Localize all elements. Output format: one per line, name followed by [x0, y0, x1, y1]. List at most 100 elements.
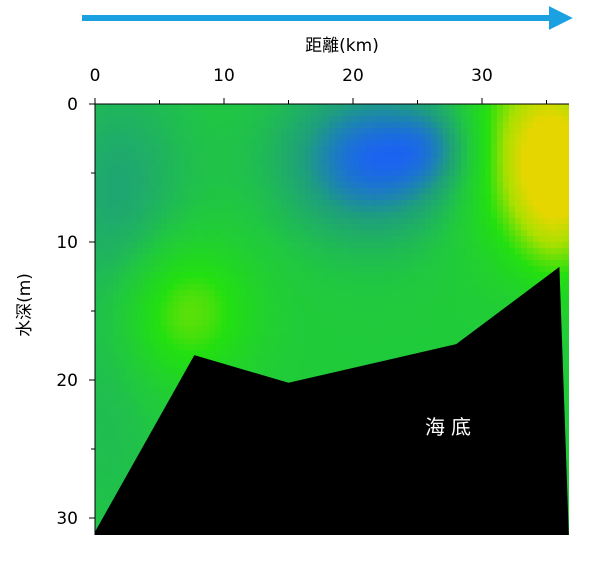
- heatmap-cell: [461, 230, 468, 237]
- heatmap-cell: [359, 332, 366, 339]
- heatmap-cell: [119, 230, 126, 237]
- heatmap-cell: [275, 254, 282, 261]
- heatmap-cell: [101, 326, 108, 333]
- heatmap-cell: [377, 338, 384, 345]
- heatmap-cell: [257, 344, 264, 351]
- heatmap-cell: [329, 182, 336, 189]
- heatmap-cell: [209, 104, 216, 111]
- heatmap-cell: [413, 206, 420, 213]
- heatmap-cell: [329, 290, 336, 297]
- heatmap-cell: [293, 170, 300, 177]
- heatmap-cell: [125, 410, 132, 417]
- heatmap-cell: [143, 392, 150, 399]
- heatmap-cell: [149, 326, 156, 333]
- heatmap-cell: [347, 302, 354, 309]
- heatmap-cell: [299, 374, 306, 381]
- heatmap-cell: [155, 110, 162, 117]
- heatmap-cell: [95, 206, 102, 213]
- heatmap-cell: [143, 416, 150, 423]
- heatmap-cell: [113, 242, 120, 249]
- heatmap-cell: [107, 200, 114, 207]
- heatmap-cell: [539, 146, 546, 153]
- heatmap-cell: [167, 308, 174, 315]
- heatmap-cell: [323, 224, 330, 231]
- heatmap-cell: [401, 158, 408, 165]
- heatmap-cell: [449, 206, 456, 213]
- heatmap-cell: [107, 290, 114, 297]
- heatmap-cell: [155, 212, 162, 219]
- heatmap-cell: [491, 212, 498, 219]
- heatmap-cell: [293, 320, 300, 327]
- heatmap-cell: [173, 278, 180, 285]
- heatmap-cell: [125, 212, 132, 219]
- heatmap-cell: [191, 272, 198, 279]
- heatmap-cell: [293, 266, 300, 273]
- heatmap-cell: [437, 248, 444, 255]
- heatmap-cell: [335, 356, 342, 363]
- heatmap-cell: [491, 134, 498, 141]
- heatmap-cell: [485, 122, 492, 129]
- heatmap-cell: [533, 146, 540, 153]
- heatmap-cell: [95, 128, 102, 135]
- heatmap-cell: [347, 338, 354, 345]
- heatmap-cell: [329, 338, 336, 345]
- heatmap-cell: [113, 218, 120, 225]
- heatmap-cell: [377, 170, 384, 177]
- heatmap-cell: [473, 176, 480, 183]
- heatmap-cell: [341, 260, 348, 267]
- heatmap-cell: [221, 134, 228, 141]
- heatmap-cell: [353, 278, 360, 285]
- heatmap-cell: [323, 158, 330, 165]
- heatmap-cell: [179, 350, 186, 357]
- heatmap-cell: [239, 236, 246, 243]
- heatmap-cell: [185, 164, 192, 171]
- heatmap-cell: [395, 284, 402, 291]
- heatmap-cell: [137, 320, 144, 327]
- heatmap-cell: [191, 212, 198, 219]
- heatmap-cell: [557, 212, 564, 219]
- heatmap-cell: [293, 362, 300, 369]
- heatmap-cell: [395, 128, 402, 135]
- heatmap-cell: [155, 302, 162, 309]
- heatmap-cell: [335, 152, 342, 159]
- heatmap-cell: [359, 128, 366, 135]
- heatmap-cell: [527, 188, 534, 195]
- heatmap-cell: [425, 326, 432, 333]
- heatmap-cell: [443, 278, 450, 285]
- heatmap-cell: [407, 104, 414, 111]
- heatmap-cell: [167, 200, 174, 207]
- heatmap-cell: [155, 248, 162, 255]
- heatmap-cell: [365, 290, 372, 297]
- heatmap-cell: [185, 314, 192, 321]
- heatmap-cell: [335, 296, 342, 303]
- heatmap-cell: [281, 122, 288, 129]
- heatmap-cell: [389, 146, 396, 153]
- heatmap-cell: [143, 350, 150, 357]
- heatmap-cell: [455, 128, 462, 135]
- heatmap-cell: [137, 110, 144, 117]
- heatmap-cell: [245, 308, 252, 315]
- heatmap-cell: [209, 266, 216, 273]
- heatmap-cell: [101, 374, 108, 381]
- heatmap-cell: [191, 308, 198, 315]
- heatmap-cell: [353, 158, 360, 165]
- heatmap-cell: [455, 140, 462, 147]
- heatmap-cell: [551, 158, 558, 165]
- heatmap-cell: [311, 116, 318, 123]
- heatmap-cell: [329, 332, 336, 339]
- heatmap-cell: [323, 134, 330, 141]
- heatmap-cell: [485, 116, 492, 123]
- heatmap-cell: [329, 356, 336, 363]
- heatmap-cell: [203, 236, 210, 243]
- heatmap-cell: [521, 182, 528, 189]
- heatmap-cell: [467, 296, 474, 303]
- heatmap-cell: [305, 368, 312, 375]
- heatmap-cell: [281, 248, 288, 255]
- heatmap-cell: [269, 308, 276, 315]
- heatmap-cell: [503, 260, 510, 267]
- heatmap-cell: [479, 116, 486, 123]
- heatmap-cell: [353, 338, 360, 345]
- heatmap-cell: [377, 284, 384, 291]
- heatmap-cell: [257, 104, 264, 111]
- heatmap-cell: [155, 362, 162, 369]
